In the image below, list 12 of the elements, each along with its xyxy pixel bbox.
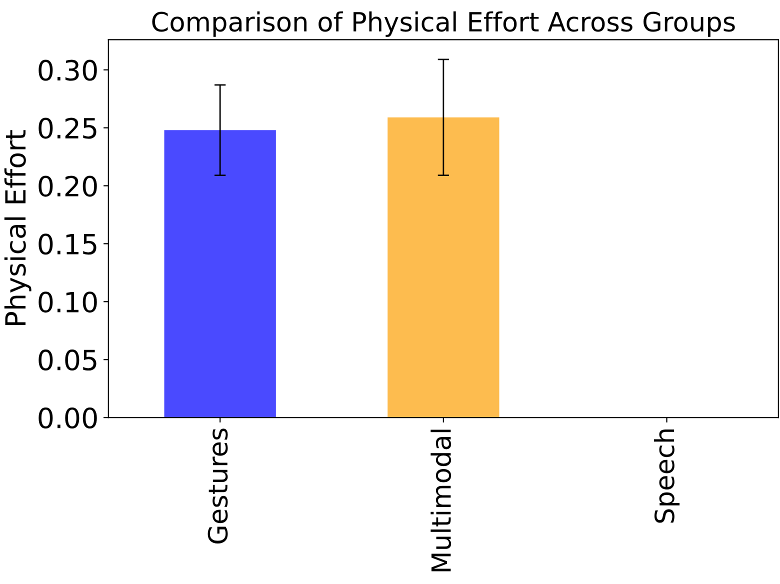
y-tick-label: 0.10: [38, 292, 97, 313]
x-tick-label: Speech: [654, 430, 680, 523]
y-axis-title: Physical Effort: [4, 130, 32, 326]
x-tick-label: Multimodal: [430, 430, 452, 572]
y-tick-label: 0.00: [38, 407, 97, 429]
y-tick-label: 0.25: [38, 118, 96, 139]
y-tick-label: 0.05: [38, 350, 96, 371]
x-tick-label: Gestures: [208, 428, 228, 544]
chart-title: Comparison of Physical Effort Across Groups: [152, 11, 735, 37]
y-tick-label: 0.30: [38, 60, 97, 81]
y-tick-label: 0.20: [38, 176, 97, 197]
y-tick-label: 0.15: [38, 234, 96, 255]
